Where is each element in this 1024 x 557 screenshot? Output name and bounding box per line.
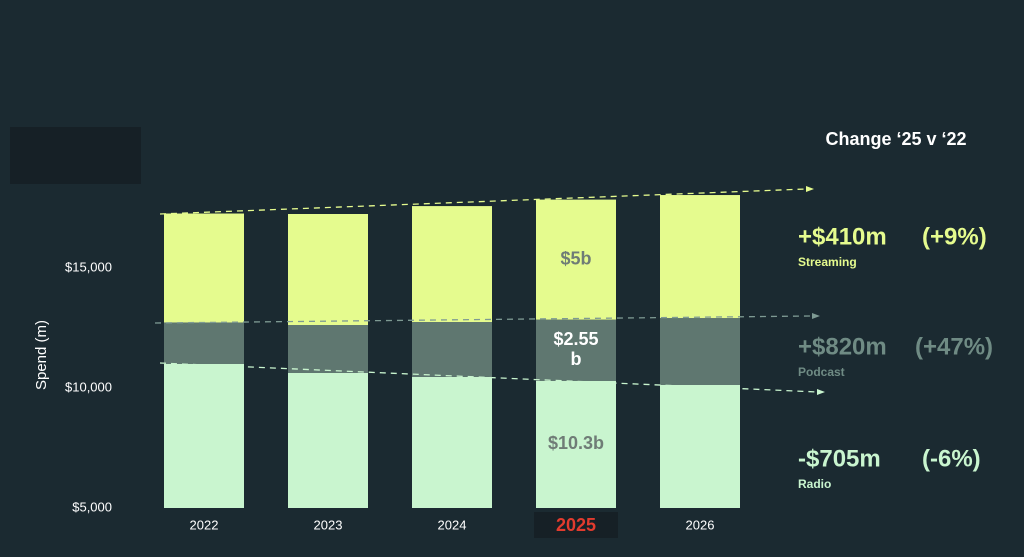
bar-segment xyxy=(536,380,616,508)
value-label: $2.55 b xyxy=(553,329,598,369)
y-tick-label: $15,000 xyxy=(65,259,112,274)
bar-segment xyxy=(660,195,740,319)
trend-lines xyxy=(154,186,825,395)
y-tick-label: $5,000 xyxy=(72,499,112,514)
annotation-change: -$705m xyxy=(798,445,881,472)
highlight-box xyxy=(534,512,618,538)
bar-segment xyxy=(660,385,740,508)
bar-segment xyxy=(164,322,244,364)
value-label: $5b xyxy=(560,248,591,268)
annotation-pct: (-6%) xyxy=(922,445,981,472)
bar-segment xyxy=(288,373,368,508)
annotation-label: Podcast xyxy=(798,365,845,379)
bar-segment xyxy=(288,325,368,373)
annotation-label: Streaming xyxy=(798,255,857,269)
x-tick-label: 2022 xyxy=(190,517,219,532)
value-label: $10.3b xyxy=(548,433,604,453)
bar-segment xyxy=(288,214,368,325)
bar-segment xyxy=(412,376,492,508)
x-tick-label: 2023 xyxy=(314,517,343,532)
y-axis-label: Spend (m) xyxy=(33,320,50,390)
annotation-pct: (+9%) xyxy=(922,223,987,250)
bar-segment xyxy=(164,213,244,323)
annotation-change: +$410m xyxy=(798,223,887,250)
x-tick-label: 2025 xyxy=(556,515,596,535)
bar-segment xyxy=(536,319,616,381)
arrow-head xyxy=(817,389,825,395)
annotation-change: +$820m xyxy=(798,333,887,360)
trend-line xyxy=(159,188,807,215)
bar-segment xyxy=(660,318,740,385)
x-tick-label: 2026 xyxy=(686,517,715,532)
placeholder-box xyxy=(10,127,141,184)
annotation-label: Radio xyxy=(798,477,831,491)
bar-segment xyxy=(164,364,244,508)
annotation-title: Change ‘25 v ‘22 xyxy=(825,129,966,149)
bar-segment xyxy=(412,206,492,322)
x-tick-label: 2024 xyxy=(438,517,467,532)
annotation-pct: (+47%) xyxy=(915,333,993,360)
bar-segment xyxy=(536,199,616,320)
y-tick-label: $10,000 xyxy=(65,379,112,394)
bar-segment xyxy=(412,322,492,377)
arrow-head xyxy=(812,313,820,319)
arrow-head xyxy=(806,186,814,192)
